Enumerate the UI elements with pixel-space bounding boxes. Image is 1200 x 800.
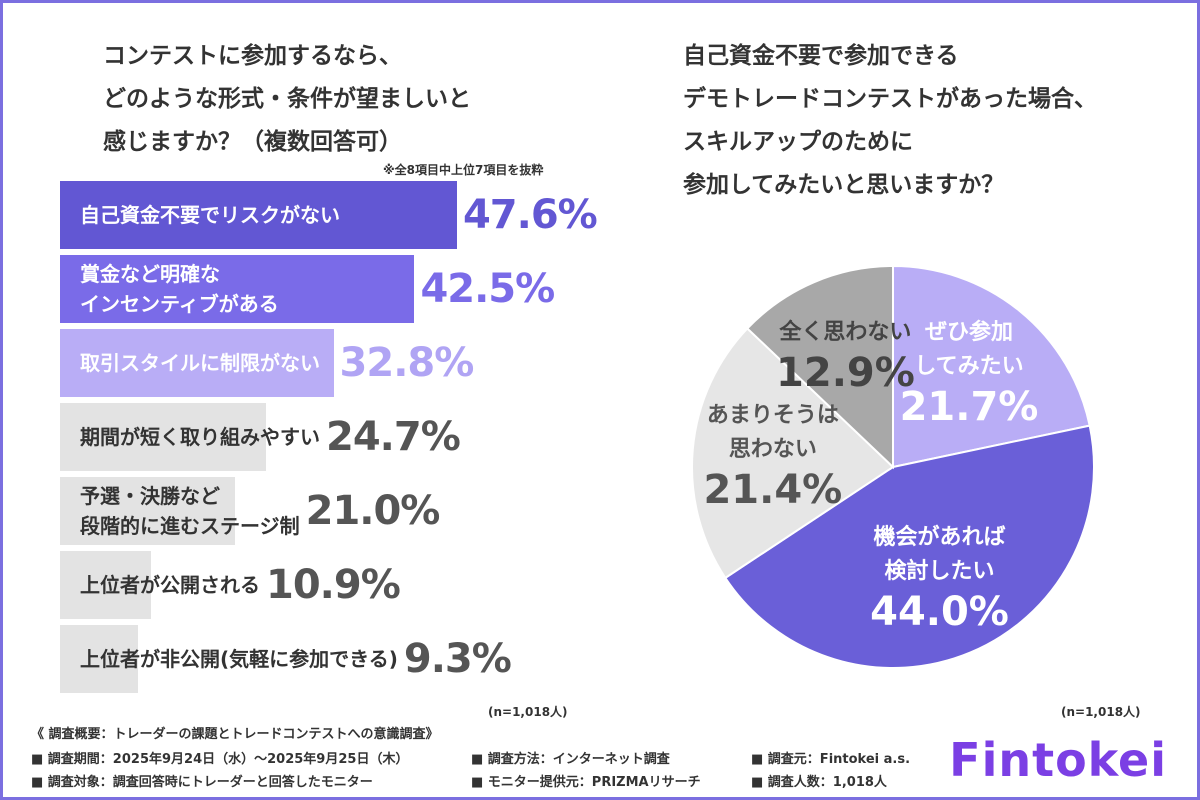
bar-row: 上位者が公開される 10.9%: [60, 551, 401, 619]
bar-row: 取引スタイルに制限がない 32.8%: [60, 329, 475, 397]
slice-value: 21.7%: [899, 384, 1039, 431]
note: ※全8項目中上位7項目を抜粋: [383, 163, 544, 177]
bar-title: コンテストに参加するなら、 どのような形式・条件が望ましいと 感じますか？（複数…: [103, 43, 471, 155]
value-label: 24.7%: [326, 414, 461, 460]
value-label: 32.8%: [339, 340, 475, 386]
bar-label: 上位者が公開される: [80, 573, 260, 597]
bar: [60, 255, 415, 323]
pie-slice: [892, 264, 1091, 469]
footer-item: ■ 調査期間：2025年9月24日（水）～2025年9月25日（木）: [31, 752, 409, 767]
pie-title: 自己資金不要で参加できる デモトレードコンテストがあった場合、 スキルアップのた…: [683, 43, 1097, 198]
bar-row: 自己資金不要でリスクがない 47.6%: [60, 181, 598, 249]
footer-item: ■ 調査元：Fintokei a.s.: [751, 752, 911, 767]
bar-row: 賞金など明確な インセンティブがある 42.5%: [60, 255, 555, 323]
logo: Fintokei: [949, 733, 1167, 787]
pie-chart: [691, 264, 1095, 669]
slice-value: 44.0%: [870, 589, 1009, 636]
pie-slice: [691, 327, 895, 580]
slice-name: あまりそうは 思わない: [706, 403, 839, 463]
slice-label: あまりそうは 思わない 21.4%: [703, 399, 842, 513]
slice-label: 機会があれば 検討したい 44.0%: [870, 521, 1009, 635]
bar: [60, 403, 266, 471]
bar-label: 予選・決勝など 段階的に進むステージ制: [80, 484, 300, 538]
footer-items: ■ 調査期間：2025年9月24日（水）～2025年9月25日（木） ■ 調査方法…: [31, 748, 951, 790]
bar: [60, 181, 457, 249]
footer-item: ■ モニター提供元：PRIZMAリサーチ: [471, 775, 701, 790]
slice-value: 21.4%: [703, 467, 843, 514]
sample-size: (n=1,018人): [488, 705, 568, 719]
footer-heading: 《 調査概要：トレーダーの課題とトレードコンテストへの意識調査》: [31, 727, 439, 742]
slice-label: ぜひ参加 してみたい 21.7%: [900, 316, 1039, 430]
pie-slice: [745, 264, 894, 470]
bar-label: 取引スタイルに制限がない: [80, 351, 320, 375]
slice-name: ぜひ参加 してみたい: [914, 320, 1024, 380]
bar-label: 上位者が非公開(気軽に参加できる): [80, 647, 398, 671]
footer-item: ■ 調査方法：インターネット調査: [471, 752, 670, 767]
slice-value: 12.9%: [776, 350, 915, 397]
slice-label: 全く思わない 12.9%: [776, 316, 915, 396]
value-label: 9.3%: [403, 636, 512, 682]
bar: [60, 551, 151, 619]
footer-item: ■ 調査対象：調査回答時にトレーダーと回答したモニター: [31, 775, 373, 790]
sample-size: (n=1,018人): [1061, 705, 1141, 719]
pie-slice: [723, 424, 1095, 669]
bar-row: 期間が短く取り組みやすい 24.7%: [60, 403, 461, 471]
bar: [60, 625, 138, 693]
slice-name: 機会があれば 検討したい: [873, 525, 1006, 585]
bar-label: 賞金など明確な インセンティブがある: [80, 262, 279, 316]
footer: 《 調査概要：トレーダーの課題とトレードコンテストへの意識調査》 ■ 調査期間：…: [31, 723, 951, 790]
bar-row: 予選・決勝など 段階的に進むステージ制 21.0%: [60, 477, 441, 545]
value-label: 42.5%: [420, 266, 555, 312]
bar-row: 上位者が非公開(気軽に参加できる) 9.3%: [60, 625, 512, 693]
value-label: 21.0%: [305, 488, 441, 534]
value-label: 47.6%: [462, 192, 598, 238]
footer-item: ■ 調査人数：1,018人: [751, 775, 887, 790]
bar: [60, 477, 236, 545]
bar-label: 期間が短く取り組みやすい: [80, 425, 320, 449]
value-label: 10.9%: [266, 562, 401, 608]
bar-label: 自己資金不要でリスクがない: [80, 203, 340, 227]
bar: [60, 329, 334, 397]
slice-name: 全く思わない: [779, 320, 912, 346]
